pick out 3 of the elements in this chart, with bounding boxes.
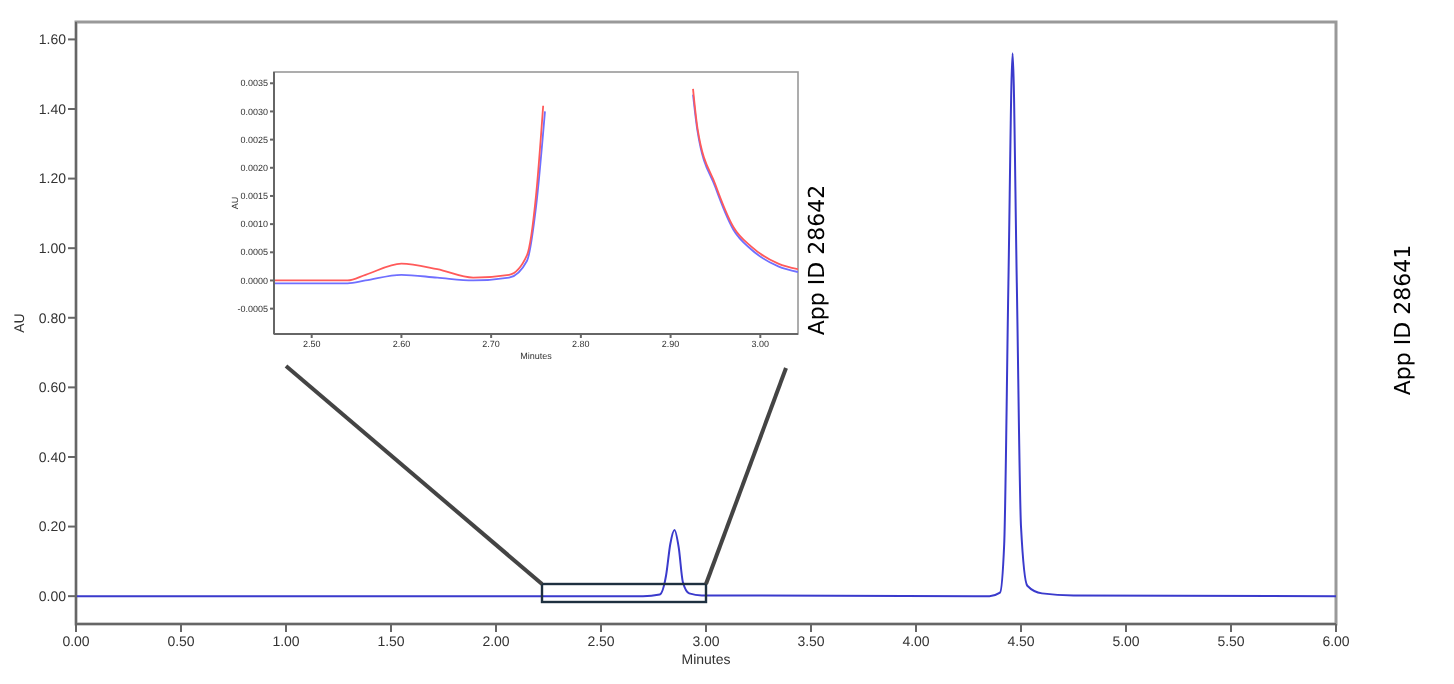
text: App ID 28641 [1390, 244, 1416, 396]
annotation: App ID 28642 [804, 184, 830, 336]
line-series [76, 52, 1336, 598]
